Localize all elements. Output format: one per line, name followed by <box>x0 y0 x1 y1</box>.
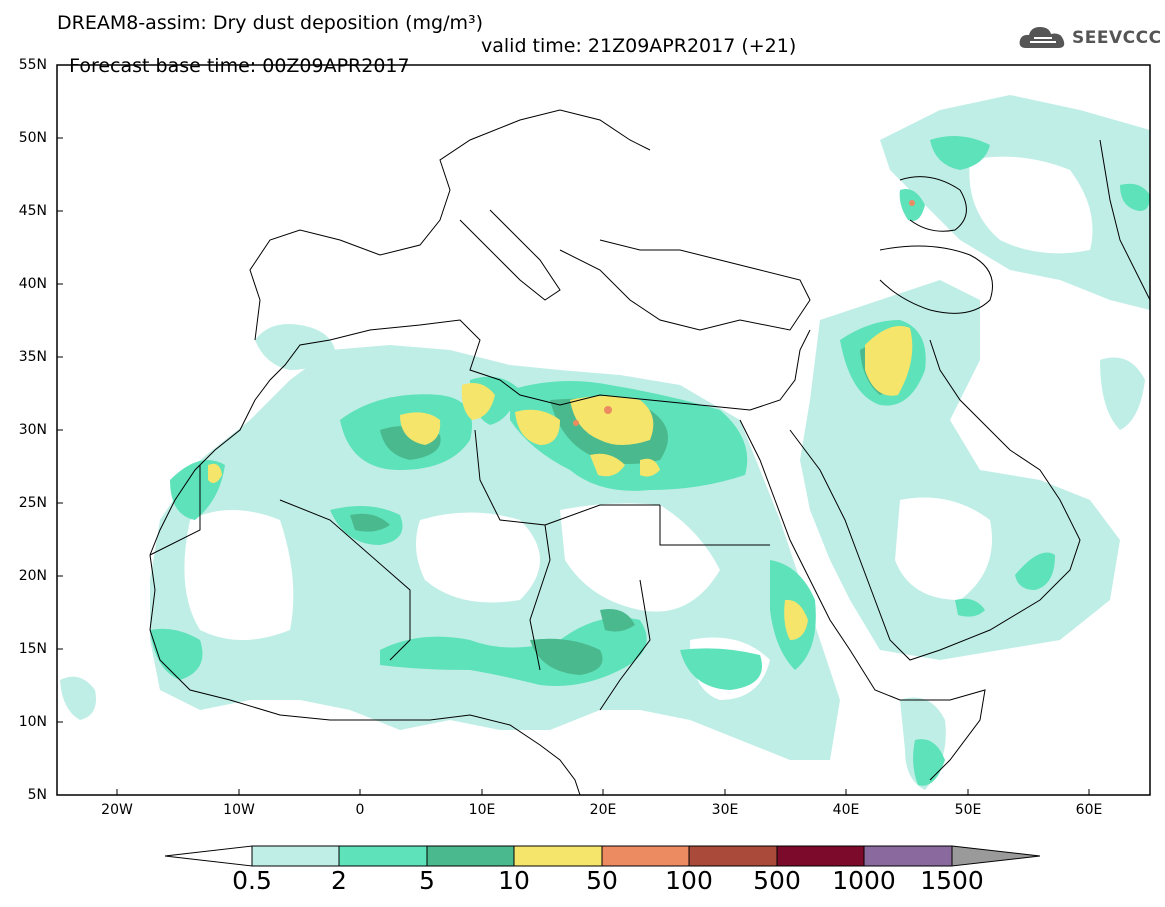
colorbar-bin-2 <box>338 845 428 867</box>
colorbar-label: 0.5 <box>232 866 272 895</box>
cloud-icon <box>1019 27 1065 48</box>
colorbar-label: 2 <box>331 866 347 895</box>
colorbar-high-arrow <box>951 845 1041 867</box>
lon-label: 40E <box>832 802 860 818</box>
colorbar <box>164 845 1041 867</box>
lat-label: 30N <box>18 422 47 438</box>
lat-label: 20N <box>18 568 47 584</box>
colorbar-low-arrow <box>164 845 253 867</box>
lon-label: 20E <box>589 802 617 818</box>
colorbar-label: 50 <box>586 866 618 895</box>
colorbar-bin-4 <box>513 845 603 867</box>
lon-label: 20W <box>101 802 133 818</box>
lat-label: 40N <box>18 276 47 292</box>
coastlines-borders <box>149 109 1150 795</box>
map-title: DREAM8-assim: Dry dust deposition (mg/m³… <box>57 12 484 34</box>
lon-label: 0 <box>355 802 365 818</box>
logo-text: SEEVCCC <box>1072 28 1162 48</box>
lat-label: 35N <box>18 349 47 365</box>
colorbar-bin-6 <box>688 845 778 867</box>
dust-field <box>60 95 1150 790</box>
lat-label: 50N <box>18 130 47 146</box>
colorbar-bin-7 <box>776 845 865 867</box>
colorbar-bin-1 <box>251 845 340 867</box>
forecast-base-time: Forecast base time: 00Z09APR2017 <box>69 55 410 77</box>
colorbar-label: 100 <box>665 866 713 895</box>
colorbar-label: 10 <box>498 866 530 895</box>
lat-label: 25N <box>18 495 47 511</box>
lat-label: 45N <box>18 203 47 219</box>
axis-ticks <box>57 64 1090 796</box>
lon-label: 10E <box>468 802 496 818</box>
colorbar-bin-8 <box>863 845 953 867</box>
colorbar-bin-5 <box>601 845 690 867</box>
lon-label: 30E <box>711 802 739 818</box>
map-subtitle: Forecast base time: 00Z09APR2017 valid t… <box>57 36 796 96</box>
valid-time: valid time: 21Z09APR2017 (+21) <box>481 35 797 57</box>
lat-label: 5N <box>27 787 47 803</box>
seevccc-logo: SEEVCCC <box>1018 24 1162 52</box>
colorbar-label: 1500 <box>920 866 984 895</box>
colorbar-label: 500 <box>753 866 801 895</box>
colorbar-label: 1000 <box>832 866 896 895</box>
lon-label: 60E <box>1075 802 1103 818</box>
colorbar-bin-3 <box>426 845 515 867</box>
lon-label: 10W <box>223 802 255 818</box>
lon-label: 50E <box>954 802 982 818</box>
lat-label: 10N <box>18 714 47 730</box>
lat-label: 15N <box>18 641 47 657</box>
lat-label: 55N <box>18 57 47 73</box>
colorbar-label: 5 <box>419 866 435 895</box>
